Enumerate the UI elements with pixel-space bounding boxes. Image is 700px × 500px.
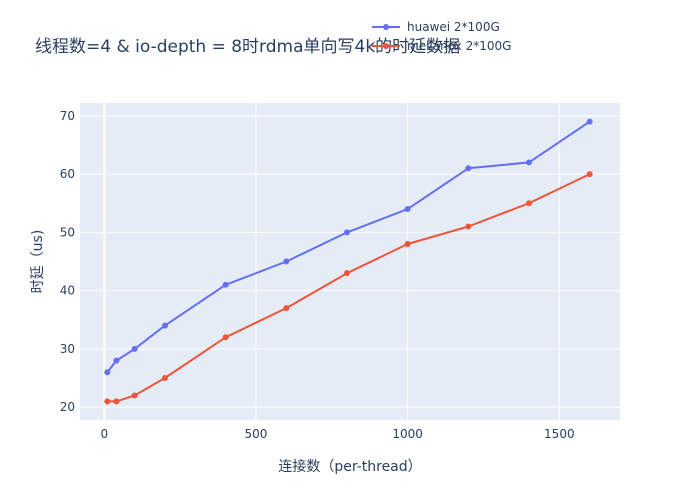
x-tick-label: 500	[245, 427, 268, 441]
legend-item[interactable]: mellanox 2*100G	[372, 39, 511, 53]
series-1	[104, 171, 593, 405]
legend-item[interactable]: huawei 2*100G	[372, 20, 500, 34]
legend-label: huawei 2*100G	[407, 20, 500, 34]
y-tick-label: 50	[60, 225, 75, 239]
data-point	[222, 334, 229, 341]
x-axis-title: 连接数（per-thread）	[278, 458, 421, 475]
data-point	[222, 281, 229, 288]
tick-labels: 20 30 40 50 60 70 0 500 1000 1500	[60, 109, 575, 441]
y-axis-title: 时延（us)	[30, 230, 46, 294]
data-point	[113, 398, 120, 405]
x-tick-label: 1000	[392, 427, 423, 441]
series-layer	[104, 118, 593, 405]
x-tick-label: 0	[100, 427, 108, 441]
y-tick-label: 70	[60, 109, 75, 123]
data-point	[283, 258, 290, 265]
data-point	[104, 369, 111, 376]
data-point	[404, 206, 411, 213]
data-point	[525, 159, 532, 166]
legend-marker-icon	[383, 43, 389, 49]
chart-title: 线程数=4 & io-depth = 8时rdma单向写4k的时延数据	[35, 37, 460, 57]
series-0	[104, 118, 593, 376]
data-point	[343, 229, 350, 236]
y-tick-label: 30	[60, 342, 75, 356]
data-point	[104, 398, 111, 405]
data-point	[131, 345, 138, 352]
data-point	[465, 165, 472, 172]
data-point	[586, 171, 593, 178]
gridlines	[80, 103, 620, 420]
data-point	[113, 357, 120, 364]
data-point	[283, 305, 290, 312]
y-tick-label: 40	[60, 284, 75, 298]
data-point	[161, 322, 168, 329]
data-point	[465, 223, 472, 230]
y-tick-label: 60	[60, 167, 75, 181]
y-tick-label: 20	[60, 400, 75, 414]
data-point	[161, 375, 168, 382]
x-tick-label: 1500	[544, 427, 575, 441]
plot-area	[80, 103, 620, 420]
data-point	[404, 241, 411, 248]
legend-label: mellanox 2*100G	[407, 39, 511, 53]
legend: huawei 2*100G mellanox 2*100G	[372, 20, 511, 53]
data-point	[525, 200, 532, 207]
data-point	[343, 270, 350, 277]
legend-marker-icon	[383, 24, 389, 30]
data-point	[131, 392, 138, 399]
data-point	[586, 118, 593, 125]
